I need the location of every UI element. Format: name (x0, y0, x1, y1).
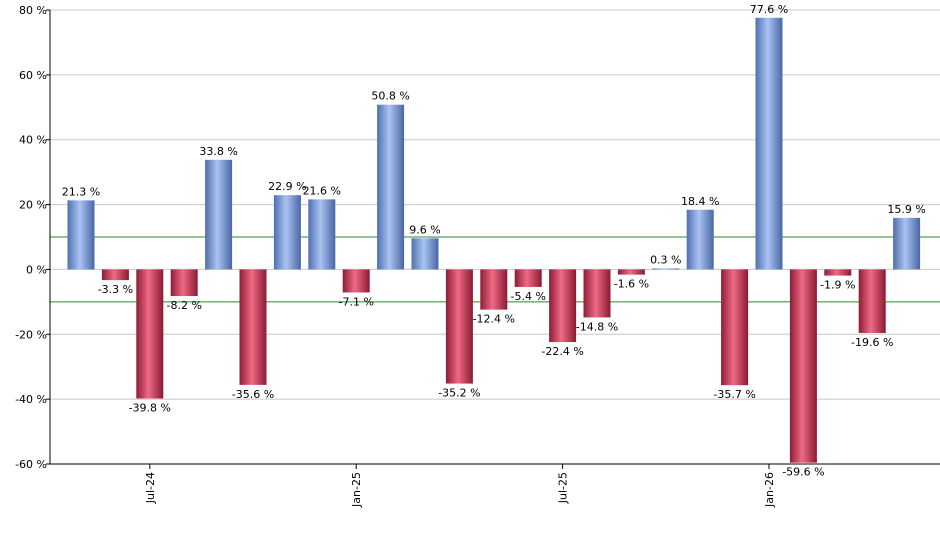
data-label: -12.4 % (473, 313, 515, 326)
bar-positive (205, 159, 233, 270)
data-label: 15.9 % (887, 203, 925, 216)
bar-positive (893, 217, 921, 270)
data-label: 22.9 % (268, 180, 306, 193)
data-label: -8.2 % (166, 299, 201, 312)
bar-negative (583, 269, 611, 318)
bars (67, 17, 921, 463)
data-label: 21.3 % (62, 185, 100, 198)
y-tick-label: -60 % (15, 458, 47, 471)
bar-negative (239, 269, 267, 385)
data-label: -59.6 % (782, 466, 824, 479)
data-label: -3.3 % (98, 283, 133, 296)
y-tick-label: -20 % (15, 328, 47, 341)
data-label: -35.6 % (232, 388, 274, 401)
bar-positive (755, 17, 783, 270)
y-tick-label: 20 % (19, 199, 47, 212)
y-tick-label: 0 % (26, 263, 47, 276)
data-label: -1.6 % (614, 278, 649, 291)
bar-positive (67, 200, 95, 270)
data-label: -39.8 % (129, 401, 171, 414)
bar-positive (273, 195, 301, 270)
data-label: 77.6 % (750, 3, 788, 16)
bar-negative (445, 269, 473, 384)
bar-negative (480, 269, 508, 310)
bar-positive (686, 209, 714, 270)
x-tick-label: Jul-25 (557, 472, 570, 504)
bar-negative (617, 269, 645, 275)
y-tick-label: 60 % (19, 69, 47, 82)
data-label: 33.8 % (199, 145, 237, 158)
data-labels: 21.3 % -3.3 % -39.8 % -8.2 % 33.8 % -35.6 % 22… (62, 3, 926, 479)
bar-positive (308, 199, 336, 270)
data-label: -19.6 % (851, 336, 893, 349)
bar-negative (789, 269, 817, 463)
data-label: -14.8 % (576, 320, 618, 333)
x-tick-label: Jan-25 (350, 472, 363, 508)
y-tick-label: 40 % (19, 134, 47, 147)
bar-negative (514, 269, 542, 287)
bar-positive (377, 104, 405, 270)
data-label: 0.3 % (650, 253, 681, 266)
data-label: -5.4 % (510, 290, 545, 303)
data-label: -35.2 % (438, 387, 480, 400)
x-tick-label: Jul-24 (144, 472, 157, 504)
data-label: 21.6 % (303, 184, 341, 197)
data-label: 9.6 % (409, 223, 440, 236)
bar-negative (858, 269, 886, 333)
bar-negative (824, 269, 852, 276)
axes: 80 % 60 % 40 % 20 % 0 % -20 % -40 % -60 % Jul-24… (15, 4, 940, 508)
bar-positive (411, 238, 439, 270)
data-label: -7.1 % (338, 295, 373, 308)
data-label: 50.8 % (371, 90, 409, 103)
data-label: -1.9 % (820, 279, 855, 292)
data-label: -35.7 % (713, 388, 755, 401)
bar-positive (652, 268, 680, 270)
bar-negative (549, 269, 577, 343)
bar-negative (342, 269, 370, 293)
bar-negative (170, 269, 198, 297)
bar-negative (101, 269, 129, 281)
data-label: -22.4 % (541, 345, 583, 358)
bar-negative (721, 269, 749, 386)
data-label: 18.4 % (681, 195, 719, 208)
x-tick-label: Jan-26 (763, 472, 776, 508)
bar-negative (136, 269, 164, 399)
y-tick-label: -40 % (15, 393, 47, 406)
y-tick-label: 80 % (19, 4, 47, 17)
